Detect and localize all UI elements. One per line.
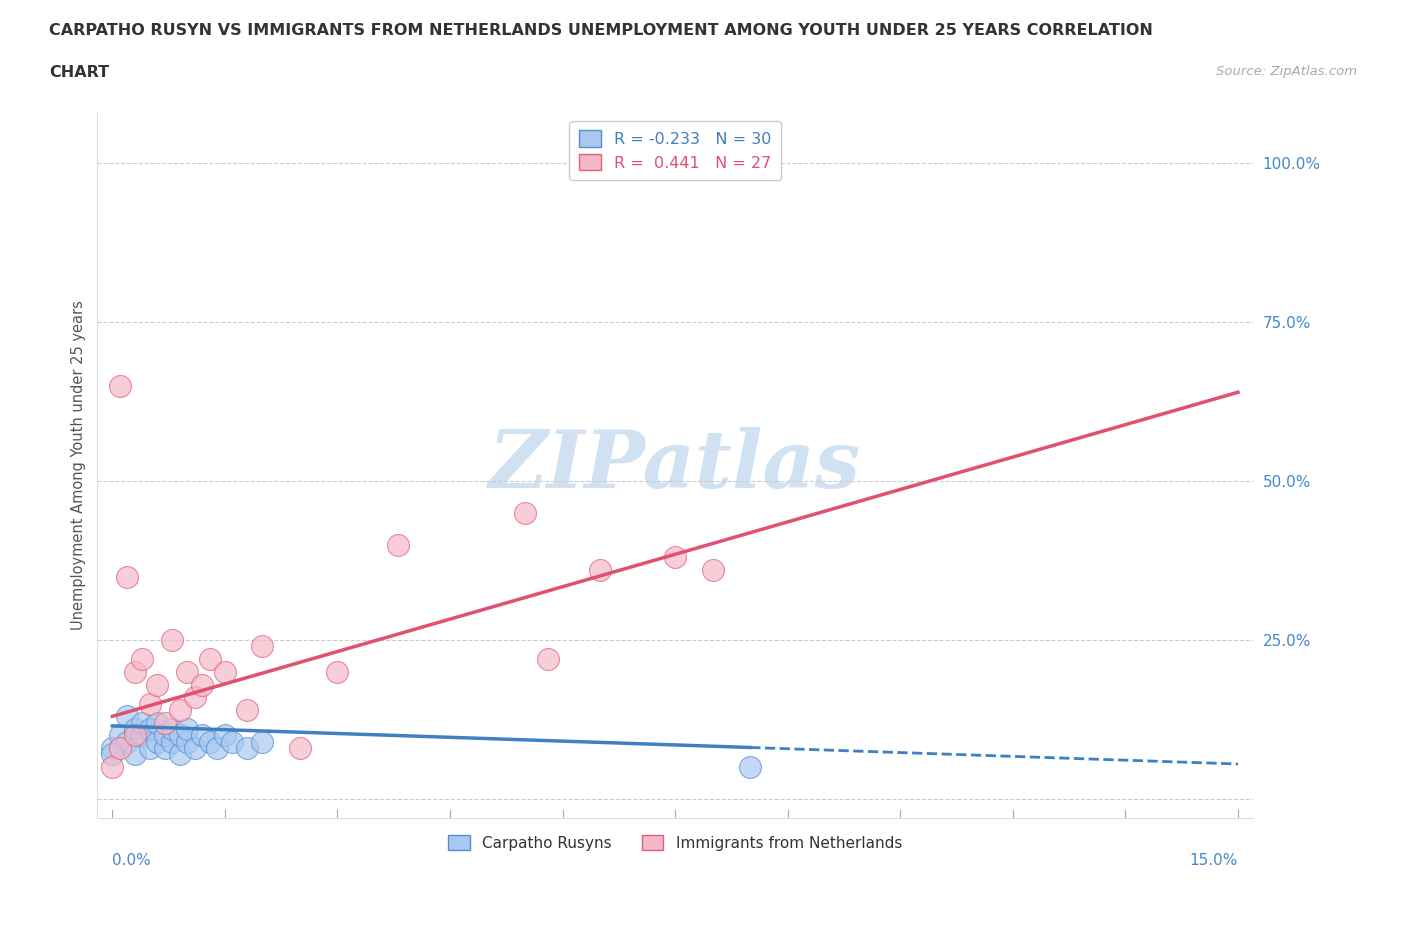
Point [664,550,686,565]
Point [101,740,124,755]
Point [131,715,153,730]
Point [176,664,198,679]
Text: CHART: CHART [49,65,110,80]
Point [139,697,162,711]
Point [162,735,184,750]
Point [169,702,191,717]
Point [184,690,207,705]
Text: ZIPatlas: ZIPatlas [489,427,862,504]
Point [139,740,162,755]
Point [198,652,221,667]
Point [101,747,124,762]
Y-axis label: Unemployment Among Youth under 25 years: Unemployment Among Youth under 25 years [72,300,86,631]
Point [162,722,184,737]
Point [169,728,191,743]
Point [153,715,176,730]
Point [124,664,146,679]
Point [124,722,146,737]
Point [101,760,124,775]
Point [214,728,236,743]
Legend: Carpatho Rusyns, Immigrants from Netherlands: Carpatho Rusyns, Immigrants from Netherl… [439,826,911,859]
Point [191,728,214,743]
Point [207,740,229,755]
Point [124,747,146,762]
Point [589,563,612,578]
Point [702,563,724,578]
Point [124,728,146,743]
Point [169,747,191,762]
Point [146,735,169,750]
Point [184,740,207,755]
Point [146,677,169,692]
Point [288,740,311,755]
Point [387,538,409,552]
Point [153,740,176,755]
Point [740,760,762,775]
Point [146,715,169,730]
Point [252,735,274,750]
Point [176,722,198,737]
Point [326,664,349,679]
Point [176,735,198,750]
Text: 15.0%: 15.0% [1189,853,1237,868]
Point [108,728,131,743]
Text: CARPATHO RUSYN VS IMMIGRANTS FROM NETHERLANDS UNEMPLOYMENT AMONG YOUTH UNDER 25 : CARPATHO RUSYN VS IMMIGRANTS FROM NETHER… [49,23,1153,38]
Point [236,702,259,717]
Point [117,735,139,750]
Point [139,722,162,737]
Point [153,728,176,743]
Point [191,677,214,692]
Text: Source: ZipAtlas.com: Source: ZipAtlas.com [1216,65,1357,78]
Point [198,735,221,750]
Point [108,740,131,755]
Point [108,379,131,393]
Point [214,664,236,679]
Point [513,506,536,521]
Point [221,735,243,750]
Point [252,639,274,654]
Point [536,652,558,667]
Point [131,652,153,667]
Point [162,632,184,647]
Text: 0.0%: 0.0% [112,853,150,868]
Point [236,740,259,755]
Point [117,569,139,584]
Point [131,728,153,743]
Point [117,709,139,724]
